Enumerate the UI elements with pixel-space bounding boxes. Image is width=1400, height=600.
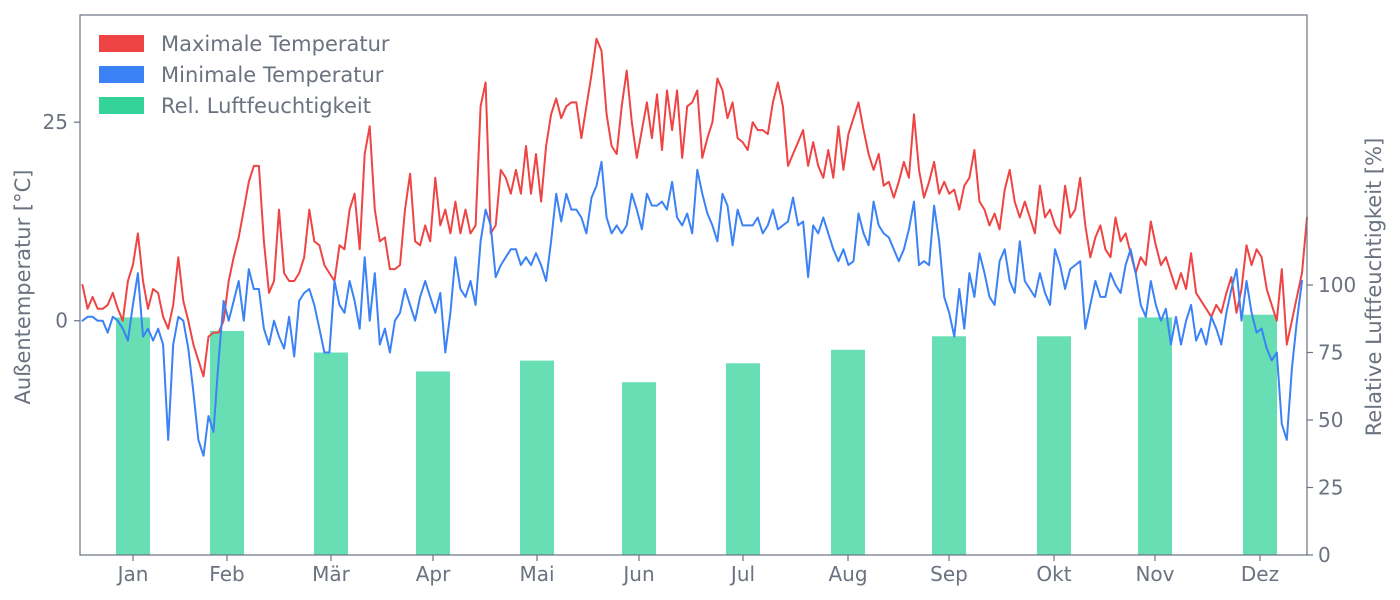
humidity-bar-Nov <box>1138 317 1172 555</box>
x-tick-label-Mai: Mai <box>519 562 554 586</box>
legend: Maximale Temperatur Minimale Temperatur Re… <box>99 32 390 118</box>
y-axis-right-title: Relative Luftfeuchtigkeit [%] <box>1362 138 1386 437</box>
x-tick-label-Dez: Dez <box>1241 562 1279 586</box>
legend-max-temperature-swatch <box>99 35 144 52</box>
x-tick-label-Jun: Jun <box>621 562 654 586</box>
x-tick-label-Jul: Jul <box>729 562 755 586</box>
humidity-bar-Mai <box>520 360 554 555</box>
x-tick-label-Feb: Feb <box>209 562 244 586</box>
x-tick-label-Aug: Aug <box>828 562 867 586</box>
humidity-bar-Mär <box>314 352 348 555</box>
y-axis-left-title: Außentemperatur [°C] <box>11 170 35 405</box>
y-right-tick-label: 50 <box>1318 408 1343 432</box>
x-tick-label-Apr: Apr <box>416 562 451 586</box>
y-right-tick-label: 75 <box>1318 341 1343 365</box>
humidity-bar-Feb <box>210 330 244 555</box>
legend-min-temperature-swatch <box>99 66 144 83</box>
max-temperature-line <box>81 37 1308 378</box>
humidity-bar-Aug <box>831 349 865 555</box>
humidity-bar-Sep <box>932 336 966 555</box>
humidity-bar-Dez <box>1243 314 1277 555</box>
y-right-tick-label: 25 <box>1318 476 1343 500</box>
legend-min-temperature-label: Minimale Temperatur <box>161 63 384 87</box>
min-temperature-line <box>81 160 1303 457</box>
legend-humidity-label: Rel. Luftfeuchtigkeit <box>161 94 371 118</box>
x-tick-label-Jan: Jan <box>116 562 149 586</box>
humidity-bar-Apr <box>416 371 450 555</box>
humidity-bar-Jul <box>726 363 760 555</box>
y-right-tick-label: 0 <box>1318 543 1331 567</box>
y-right-tick-label: 100 <box>1318 273 1356 297</box>
humidity-bar-Okt <box>1037 336 1071 555</box>
humidity-bar-Jun <box>622 382 656 555</box>
temperature-lines <box>81 37 1308 457</box>
humidity-bars <box>116 314 1277 555</box>
x-tick-label-Mär: Mär <box>312 562 351 586</box>
legend-humidity-swatch <box>99 97 144 114</box>
y-left-tick-label: 0 <box>55 309 68 333</box>
humidity-bar-Jan <box>116 317 150 555</box>
axes: 0 25 0 25 50 75 100 Jan Feb Mär Apr Mai Jun Jul Aug Sep… <box>43 14 1356 586</box>
legend-max-temperature-label: Maximale Temperatur <box>161 32 390 56</box>
y-left-tick-label: 25 <box>43 110 68 134</box>
x-tick-label-Okt: Okt <box>1036 562 1071 586</box>
x-tick-label-Sep: Sep <box>930 562 968 586</box>
x-tick-label-Nov: Nov <box>1135 562 1174 586</box>
